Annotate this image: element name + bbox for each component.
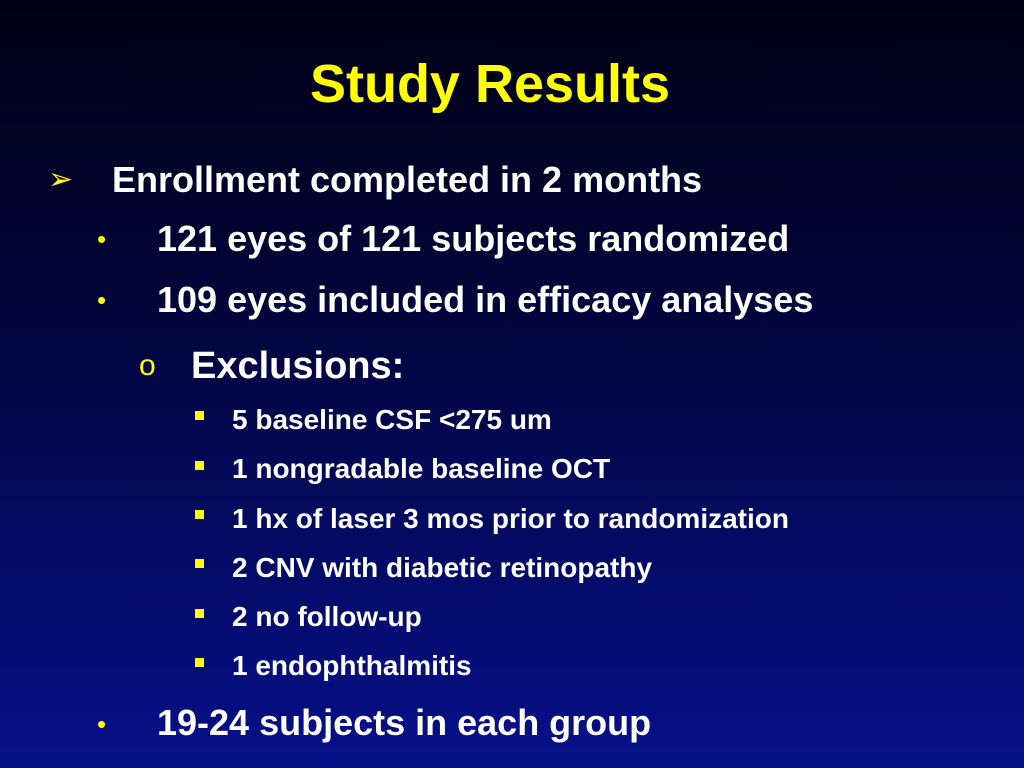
bullet-exclusions: Exclusions: — [191, 345, 405, 387]
bullet-efficacy: 109 eyes included in efficacy analyses — [157, 279, 814, 320]
bullet-enrollment: Enrollment completed in 2 months — [112, 159, 703, 200]
dot-bullet-icon: • — [97, 224, 107, 254]
square-bullet-icon — [195, 609, 204, 618]
square-bullet-icon — [195, 658, 204, 667]
exclusion-item: 2 CNV with diabetic retinopathy — [232, 552, 653, 583]
dot-bullet-icon: • — [97, 709, 107, 739]
exclusion-item: 1 hx of laser 3 mos prior to randomizati… — [232, 503, 789, 534]
exclusion-item: 5 baseline CSF <275 um — [232, 404, 552, 435]
square-bullet-icon — [195, 411, 204, 420]
square-bullet-icon — [195, 510, 204, 519]
bullet-randomized: 121 eyes of 121 subjects randomized — [157, 218, 790, 259]
arrow-bullet-icon: ➢ — [48, 163, 74, 196]
circle-bullet-icon: o — [139, 349, 156, 382]
exclusion-item: 2 no follow-up — [232, 601, 422, 632]
square-bullet-icon — [195, 461, 204, 470]
square-bullet-icon — [195, 559, 204, 568]
bullet-subjects-per-group: 19-24 subjects in each group — [157, 702, 652, 743]
dot-bullet-icon: • — [97, 285, 107, 315]
slide-title: Study Results — [309, 54, 671, 114]
exclusion-item: 1 endophthalmitis — [232, 650, 472, 681]
exclusion-item: 1 nongradable baseline OCT — [232, 453, 611, 484]
